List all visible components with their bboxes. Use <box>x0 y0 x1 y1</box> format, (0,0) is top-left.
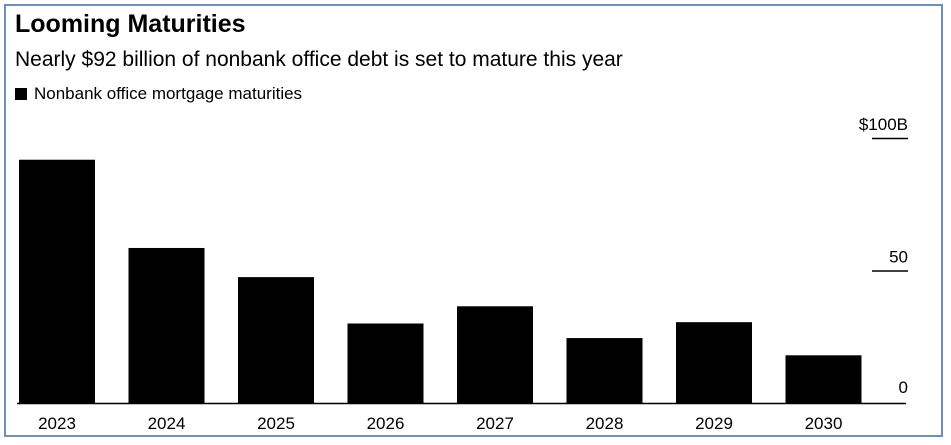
bar-2024 <box>128 247 205 403</box>
x-tick-label: 2025 <box>257 414 295 433</box>
bar-2028 <box>566 338 643 403</box>
x-tick-label: 2030 <box>805 414 843 433</box>
legend-swatch <box>15 88 27 100</box>
x-tick-label: 2029 <box>695 414 733 433</box>
x-tick-label: 2028 <box>586 414 624 433</box>
bar-2026 <box>347 323 424 403</box>
legend-label: Nonbank office mortgage maturities <box>34 84 303 103</box>
x-tick-label: 2027 <box>476 414 514 433</box>
y-tick-label: 50 <box>889 248 908 267</box>
chart-subtitle: Nearly $92 billion of nonbank office deb… <box>15 48 623 71</box>
y-tick-label: 0 <box>899 378 908 397</box>
legend: Nonbank office mortgage maturities <box>15 84 302 104</box>
x-tick-label: 2024 <box>148 414 186 433</box>
x-tick-label: 2026 <box>367 414 405 433</box>
bar-2027 <box>457 306 533 403</box>
chart-title: Looming Maturities <box>15 10 246 38</box>
x-tick-label: 2023 <box>38 414 76 433</box>
bar-2025 <box>238 277 314 403</box>
bar-2029 <box>676 322 752 403</box>
bar-2023 <box>19 159 95 403</box>
bar-2030 <box>785 355 862 403</box>
y-tick-label: $100B <box>859 115 908 134</box>
